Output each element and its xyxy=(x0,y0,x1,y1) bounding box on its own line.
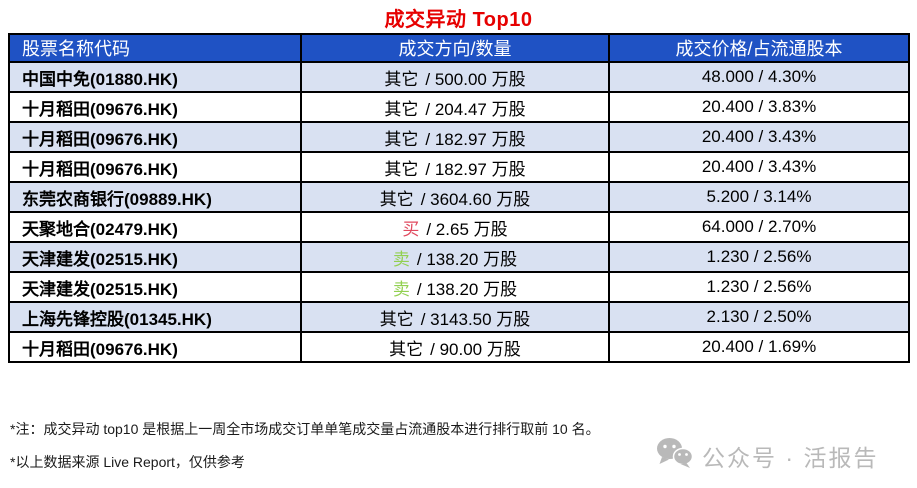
price-ratio-cell: 2.130 / 2.50% xyxy=(608,301,910,333)
direction-volume-cell: 其它 / 3604.60 万股 xyxy=(300,181,610,213)
price-ratio-cell: 64.000 / 2.70% xyxy=(608,211,910,243)
direction-label: 卖 xyxy=(392,249,410,269)
stock-name-cell: 上海先锋控股(01345.HK) xyxy=(8,301,302,333)
watermark-text: 公众号 · 活报告 xyxy=(702,445,879,471)
stock-name-cell: 天津建发(02515.HK) xyxy=(8,241,302,273)
stock-name-cell: 天津建发(02515.HK) xyxy=(8,271,302,303)
direction-label: 其它 xyxy=(379,309,414,329)
stock-name-cell: 十月稻田(09676.HK) xyxy=(8,151,302,183)
table-row: 天津建发(02515.HK) 卖 / 138.20 万股 1.230 / 2.56… xyxy=(8,241,910,273)
stock-name-cell: 十月稻田(09676.HK) xyxy=(8,331,302,363)
table-body: 中国中免(01880.HK) 其它 / 500.00 万股 48.000 / 4.… xyxy=(8,61,910,363)
volume-text: / 204.47 万股 xyxy=(425,99,526,119)
watermark: 公众号 · 活报告 xyxy=(656,437,878,475)
col-header-price: 成交价格/占流通股本 xyxy=(608,33,910,63)
table-row: 中国中免(01880.HK) 其它 / 500.00 万股 48.000 / 4.… xyxy=(8,61,910,93)
volume-text: / 182.97 万股 xyxy=(425,159,526,179)
trading-anomaly-table: 股票名称代码 成交方向/数量 成交价格/占流通股本 中国中免(01880.HK)… xyxy=(8,33,910,363)
price-ratio-cell: 20.400 / 3.83% xyxy=(608,91,910,123)
volume-text: / 138.20 万股 xyxy=(416,279,518,299)
direction-label: 其它 xyxy=(389,339,424,359)
volume-text: / 3143.50 万股 xyxy=(420,309,531,329)
stock-name-cell: 东莞农商银行(09889.HK) xyxy=(8,181,302,213)
table-row: 十月稻田(09676.HK) 其它 / 182.97 万股 20.400 / 3.… xyxy=(8,151,910,183)
direction-volume-cell: 其它 / 3143.50 万股 xyxy=(300,301,610,333)
direction-volume-cell: 其它 / 182.97 万股 xyxy=(300,121,610,153)
direction-volume-cell: 其它 / 90.00 万股 xyxy=(300,331,610,363)
direction-label: 其它 xyxy=(379,189,414,209)
direction-volume-cell: 卖 / 138.20 万股 xyxy=(300,241,610,273)
col-header-direction: 成交方向/数量 xyxy=(300,33,610,63)
price-ratio-cell: 1.230 / 2.56% xyxy=(608,241,910,273)
direction-label: 其它 xyxy=(384,69,419,89)
table-row: 东莞农商银行(09889.HK) 其它 / 3604.60 万股 5.200 / … xyxy=(8,181,910,213)
price-ratio-cell: 20.400 / 3.43% xyxy=(608,121,910,153)
price-ratio-cell: 1.230 / 2.56% xyxy=(608,271,910,303)
direction-label: 卖 xyxy=(392,279,410,299)
stock-name-cell: 天聚地合(02479.HK) xyxy=(8,211,302,243)
table-header-row: 股票名称代码 成交方向/数量 成交价格/占流通股本 xyxy=(8,33,910,63)
page-title: 成交异动 Top10 xyxy=(384,9,533,31)
direction-volume-cell: 买 / 2.65 万股 xyxy=(300,211,610,243)
direction-volume-cell: 卖 / 138.20 万股 xyxy=(300,271,610,303)
table-row: 天聚地合(02479.HK) 买 / 2.65 万股 64.000 / 2.70% xyxy=(8,211,910,243)
volume-text: / 182.97 万股 xyxy=(425,129,526,149)
volume-text: / 500.00 万股 xyxy=(425,69,526,89)
direction-label: 其它 xyxy=(384,129,419,149)
direction-label: 买 xyxy=(402,219,420,239)
footnote-ranking-rule: *注：成交异动 top10 是根据上一周全市场成交订单单笔成交量占流通股本进行排… xyxy=(10,421,600,437)
stock-name-cell: 十月稻田(09676.HK) xyxy=(8,91,302,123)
direction-volume-cell: 其它 / 182.97 万股 xyxy=(300,151,610,183)
volume-text: / 90.00 万股 xyxy=(430,339,521,359)
direction-volume-cell: 其它 / 500.00 万股 xyxy=(300,61,610,93)
footnote-data-source: *以上数据来源 Live Report，仅供参考 xyxy=(10,454,245,470)
volume-text: / 138.20 万股 xyxy=(416,249,518,269)
table-row: 十月稻田(09676.HK) 其它 / 182.97 万股 20.400 / 3.… xyxy=(8,121,910,153)
table-row: 十月稻田(09676.HK) 其它 / 90.00 万股 20.400 / 1.6… xyxy=(8,331,910,363)
col-header-stock: 股票名称代码 xyxy=(8,33,302,63)
price-ratio-cell: 48.000 / 4.30% xyxy=(608,61,910,93)
table-row: 十月稻田(09676.HK) 其它 / 204.47 万股 20.400 / 3.… xyxy=(8,91,910,123)
stock-name-cell: 中国中免(01880.HK) xyxy=(8,61,302,93)
volume-text: / 2.65 万股 xyxy=(426,219,508,239)
stock-name-cell: 十月稻田(09676.HK) xyxy=(8,121,302,153)
direction-label: 其它 xyxy=(384,159,419,179)
price-ratio-cell: 20.400 / 1.69% xyxy=(608,331,910,363)
price-ratio-cell: 20.400 / 3.43% xyxy=(608,151,910,183)
wechat-icon xyxy=(656,437,702,475)
direction-volume-cell: 其它 / 204.47 万股 xyxy=(300,91,610,123)
price-ratio-cell: 5.200 / 3.14% xyxy=(608,181,910,213)
table-row: 上海先锋控股(01345.HK) 其它 / 3143.50 万股 2.130 / … xyxy=(8,301,910,333)
table-row: 天津建发(02515.HK) 卖 / 138.20 万股 1.230 / 2.56… xyxy=(8,271,910,303)
direction-label: 其它 xyxy=(384,99,419,119)
volume-text: / 3604.60 万股 xyxy=(420,189,531,209)
